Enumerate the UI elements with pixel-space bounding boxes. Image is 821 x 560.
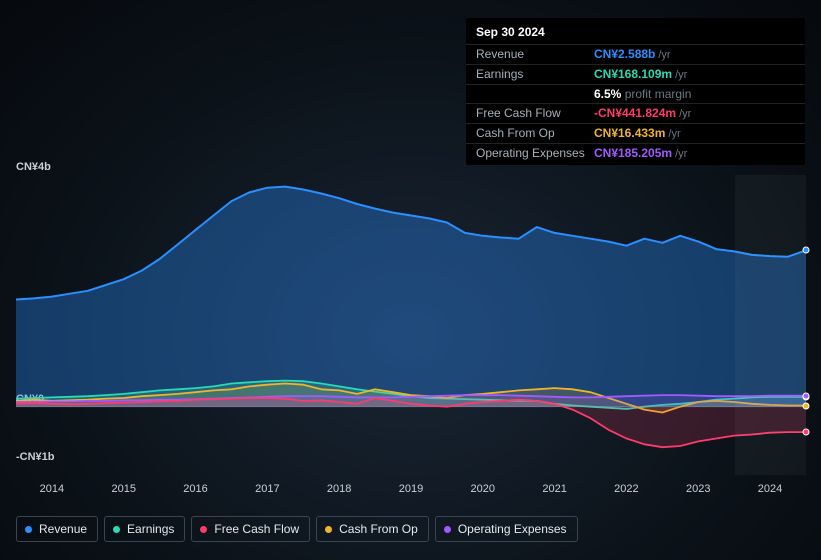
legend-dot-icon [113,526,120,533]
chart-plot[interactable] [16,175,806,475]
projection-overlay [735,175,806,475]
legend-item-label: Cash From Op [339,522,418,536]
series-end-marker [803,429,810,436]
tooltip-row: RevenueCN¥2.588b/yr [466,44,805,64]
tooltip-row-label: Revenue [476,48,594,61]
x-tick-label: 2017 [231,483,303,499]
legend-item-label: Operating Expenses [458,522,567,536]
x-tick-label: 2024 [734,483,806,499]
series-end-marker [803,247,810,254]
tooltip-row: Free Cash Flow-CN¥441.824m/yr [466,103,805,123]
tooltip-row-per: /yr [679,108,691,120]
x-tick-label: 2020 [447,483,519,499]
tooltip-row-value: CN¥16.433m [594,126,665,140]
legend-dot-icon [444,526,451,533]
legend-item[interactable]: Cash From Op [316,516,429,542]
x-tick-label: 2014 [16,483,88,499]
legend-dot-icon [325,526,332,533]
series-end-marker [803,392,810,399]
x-tick-label: 2023 [662,483,734,499]
chart-legend: Revenue Earnings Free Cash Flow Cash From O… [16,516,578,542]
tooltip-row: EarningsCN¥168.109m/yr [466,64,805,84]
series-end-marker [803,402,810,409]
legend-item[interactable]: Operating Expenses [435,516,578,542]
x-tick-label: 2022 [591,483,663,499]
tooltip-date: Sep 30 2024 [466,24,805,44]
legend-item-label: Earnings [127,522,174,536]
tooltip-row-label: Cash From Op [476,127,594,140]
tooltip-row-value: CN¥2.588b [594,47,655,61]
x-tick-label: 2021 [519,483,591,499]
legend-dot-icon [200,526,207,533]
legend-dot-icon [25,526,32,533]
x-tick-label: 2018 [303,483,375,499]
tooltip-row: Cash From OpCN¥16.433m/yr [466,123,805,143]
tooltip-row-value: CN¥168.109m [594,67,672,81]
legend-item[interactable]: Free Cash Flow [191,516,310,542]
tooltip-row-sub: profit margin [621,87,691,101]
tooltip-row: 6.5% profit margin [466,84,805,103]
y-tick-label: CN¥4b [16,161,51,173]
data-tooltip: Sep 30 2024 RevenueCN¥2.588b/yrEarningsC… [466,18,805,165]
tooltip-row-value: 6.5% [594,87,621,101]
x-axis: 2014201520162017201820192020202120222023… [16,483,806,499]
x-tick-label: 2019 [375,483,447,499]
tooltip-row-per: /yr [675,148,687,160]
tooltip-row-label: Free Cash Flow [476,107,594,120]
tooltip-row-label: Earnings [476,68,594,81]
x-tick-label: 2016 [160,483,232,499]
x-tick-label: 2015 [88,483,160,499]
legend-item-label: Free Cash Flow [214,522,299,536]
tooltip-row-label: Operating Expenses [476,147,594,160]
legend-item[interactable]: Earnings [104,516,185,542]
tooltip-row-per: /yr [668,128,680,140]
legend-item[interactable]: Revenue [16,516,98,542]
chart-area: CN¥4bCN¥0-CN¥1b [16,160,806,480]
tooltip-row-value: CN¥185.205m [594,146,672,160]
legend-item-label: Revenue [39,522,87,536]
tooltip-row-per: /yr [658,49,670,61]
tooltip-row-value: -CN¥441.824m [594,106,676,120]
tooltip-row-per: /yr [675,69,687,81]
tooltip-row-label [476,88,594,100]
